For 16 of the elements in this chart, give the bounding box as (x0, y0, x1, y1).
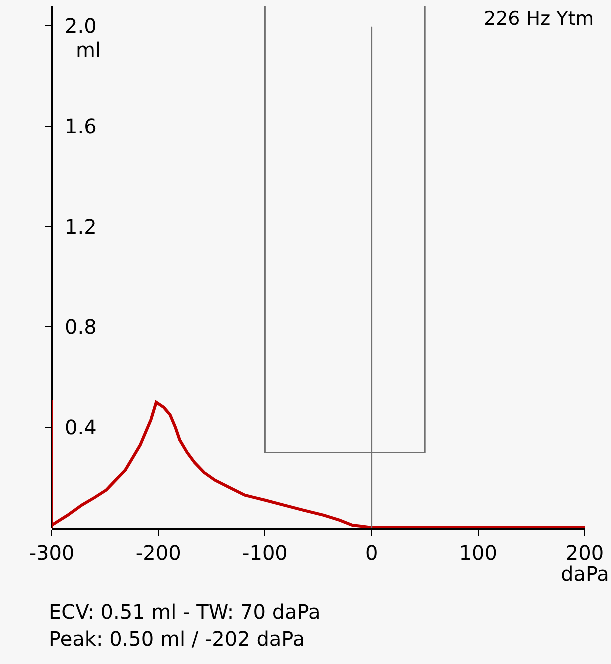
y-tick-label: 0.4 (65, 416, 97, 440)
y-axis-title: ml (76, 38, 102, 62)
y-tick-label: 0.8 (65, 315, 97, 340)
y-tick-label: 1.6 (65, 114, 97, 138)
annotation: 226 Hz Ytm (484, 8, 594, 30)
y-tick-label: 2.0 (65, 14, 97, 38)
x-tick-label: -300 (29, 541, 75, 565)
text: Peak: 0.50 ml / -202 daPa (49, 627, 306, 651)
x-tick-label: 200 (566, 541, 604, 565)
text: ECV: 0.51 ml - TW: 70 daPa (49, 600, 321, 624)
x-tick-label: 0 (365, 541, 378, 565)
x-tick-label: 100 (459, 541, 498, 565)
x-tick-label: -200 (136, 541, 182, 565)
x-axis-title: daPa (561, 562, 610, 586)
x-tick-label: -100 (242, 541, 288, 565)
y-tick-label: 1.2 (65, 214, 97, 239)
